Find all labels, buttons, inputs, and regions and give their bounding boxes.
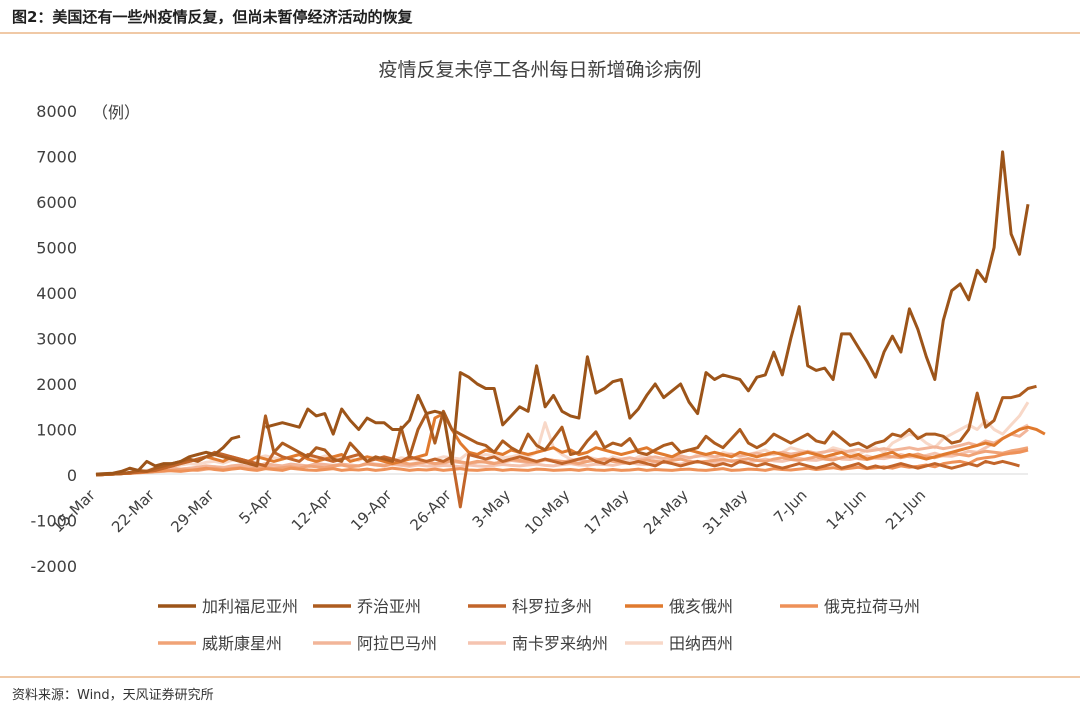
series-line-2 <box>95 450 1020 509</box>
y-tick-label: 5000 <box>36 239 77 258</box>
bottom-divider <box>0 676 1080 678</box>
y-tick-label: 3000 <box>36 330 77 349</box>
x-tick-label: 26-Apr <box>407 486 456 535</box>
y-tick-label: 4000 <box>36 284 77 303</box>
x-tick-label: 24-May <box>640 486 692 538</box>
x-tick-label: 12-Apr <box>288 486 337 535</box>
legend-label: 俄克拉荷马州 <box>824 597 920 616</box>
x-tick-label: 3-May <box>469 486 514 531</box>
y-tick-label: 2000 <box>36 375 77 394</box>
legend-label: 威斯康星州 <box>202 634 282 653</box>
y-axis-label: （例） <box>92 103 140 122</box>
y-tick-labels: 8000 7000 6000 5000 4000 3000 2000 1000 0 -1000 -2… <box>31 102 78 576</box>
x-tick-label: 10-May <box>521 486 573 538</box>
chart-title: 疫情反复未停工各州每日新增确诊病例 <box>378 59 701 81</box>
y-tick-label: 1000 <box>36 421 77 440</box>
legend-label: 科罗拉多州 <box>512 597 592 616</box>
legend-label: 阿拉巴马州 <box>357 634 437 653</box>
y-tick-label: 0 <box>67 466 77 485</box>
legend-label: 俄亥俄州 <box>669 597 733 616</box>
series-line-0 <box>95 150 1030 476</box>
figure-caption: 图2：美国还有一些州疫情反复，但尚未暂停经济活动的恢复 <box>12 8 413 26</box>
x-tick-label: 31-May <box>699 486 751 538</box>
y-tick-label: 6000 <box>36 193 77 212</box>
series-line-1 <box>95 384 1037 477</box>
x-tick-label: 19-Apr <box>347 486 396 535</box>
y-tick-label: 7000 <box>36 148 77 167</box>
series-lines <box>95 150 1046 509</box>
y-tick-label: 8000 <box>36 102 77 121</box>
x-tick-label: 17-May <box>581 486 633 538</box>
top-divider <box>0 32 1080 34</box>
x-tick-label: 22-Mar <box>108 486 159 537</box>
legend-label: 加利福尼亚州 <box>202 597 298 616</box>
legend-label: 南卡罗来纳州 <box>512 634 608 653</box>
x-tick-label: 29-Mar <box>167 486 218 537</box>
x-tick-labels: 15-Mar 22-Mar 29-Mar 5-Apr 12-Apr 19-Apr 26-Ap… <box>49 486 929 539</box>
y-tick-label: -2000 <box>31 557 78 576</box>
line-chart: 疫情反复未停工各州每日新增确诊病例 （例） 8000 7000 6000 5000 40… <box>31 59 1046 653</box>
y-tick-label: -1000 <box>31 512 78 531</box>
legend-label: 田纳西州 <box>669 634 733 653</box>
x-tick-label: 14-Jun <box>823 486 870 533</box>
x-tick-label: 7-Jun <box>770 486 810 526</box>
source-note: 资料来源：Wind，天风证券研究所 <box>12 688 214 703</box>
x-tick-label: 5-Apr <box>235 486 277 528</box>
x-tick-label: 21-Jun <box>882 486 929 533</box>
legend-label: 乔治亚州 <box>357 597 421 616</box>
